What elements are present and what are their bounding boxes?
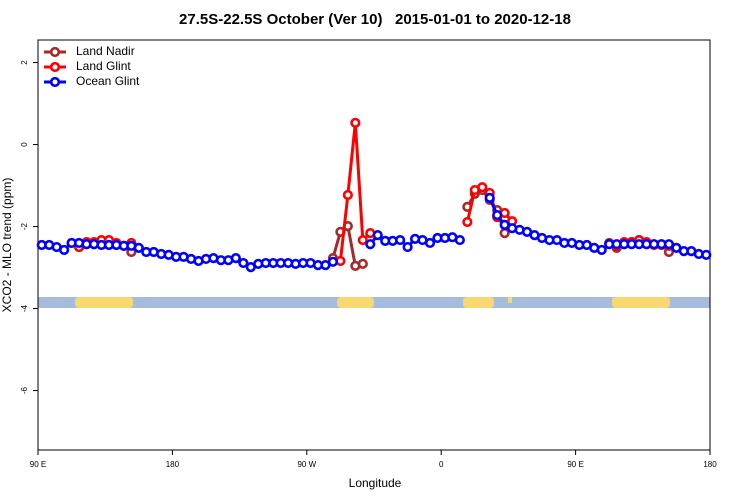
legend-marker	[49, 46, 61, 58]
point	[596, 244, 607, 256]
point	[350, 117, 361, 128]
point	[701, 249, 712, 260]
point	[402, 241, 413, 253]
land-mask	[38, 297, 710, 308]
point	[395, 234, 406, 246]
y-tick-label: -2	[20, 222, 29, 230]
point	[238, 257, 249, 269]
x-tick-label: 90 E	[567, 460, 583, 469]
legend-marker	[49, 61, 61, 73]
y-tick-label: -4	[20, 304, 29, 312]
point	[59, 244, 70, 256]
x-tick-label: 90 W	[297, 460, 316, 469]
chart-title: 27.5S-22.5S October (Ver 10) 2015-01-01 …	[179, 11, 571, 28]
y-axis-label: XCO2 - MLO trend (ppm)	[0, 178, 14, 313]
point	[342, 189, 353, 201]
legend-label: Ocean Glint	[76, 74, 140, 88]
x-axis-label: Longitude	[349, 476, 402, 490]
point	[365, 239, 376, 250]
x-tick-label: 180	[703, 460, 717, 469]
legend-label: Land Glint	[76, 59, 131, 73]
x-tick-label: 180	[166, 460, 180, 469]
y-tick-label: -6	[20, 386, 29, 394]
point	[357, 258, 368, 269]
point	[477, 182, 488, 193]
land-band	[612, 297, 670, 308]
point	[424, 237, 436, 249]
point	[484, 192, 495, 203]
legend-label: Land Nadir	[76, 44, 135, 58]
point	[133, 242, 144, 253]
y-tick-label: 2	[20, 60, 29, 65]
point	[372, 230, 383, 241]
point	[492, 209, 503, 221]
x-tick-label: 0	[439, 460, 444, 469]
point	[357, 234, 368, 246]
y-tick-label: 0	[20, 142, 29, 147]
point	[454, 234, 465, 246]
land-band	[337, 297, 374, 308]
x-tick-label: 90 E	[30, 460, 46, 469]
point	[327, 256, 339, 267]
land-band	[463, 297, 494, 308]
point	[499, 228, 510, 239]
legend-marker	[49, 76, 61, 88]
point	[462, 216, 473, 228]
point	[663, 239, 675, 250]
land-band	[75, 297, 133, 308]
point	[230, 253, 241, 264]
land-band	[508, 297, 512, 303]
